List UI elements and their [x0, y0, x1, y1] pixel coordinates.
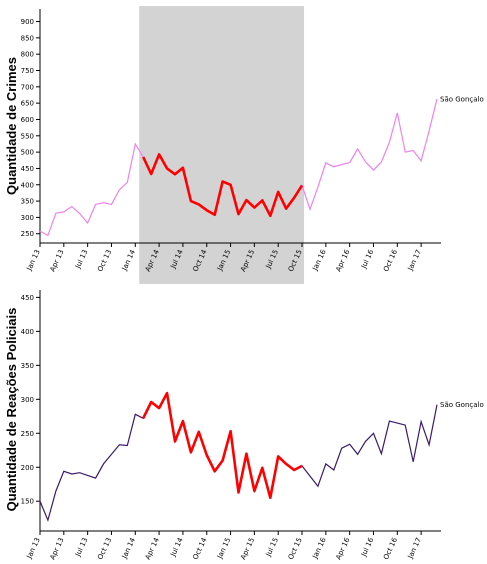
y-tick-label: 350 [21, 362, 34, 370]
y-axis-title: Quantidade de Reações Policiais [4, 308, 19, 512]
x-tick-label: Jul 16 [359, 248, 375, 271]
x-tick-label: Jan 15 [215, 536, 232, 560]
y-tick-label: 750 [21, 67, 34, 75]
x-tick-label: Oct 16 [382, 248, 399, 273]
highlighted-series-line [142, 391, 303, 500]
y-tick-label: 700 [21, 83, 34, 91]
series-label: São Gonçalo [440, 401, 484, 409]
x-tick-label: Apr 13 [49, 536, 66, 560]
x-tick-label: Jan 14 [120, 536, 137, 561]
x-tick-label: Jan 17 [406, 248, 423, 272]
x-tick-label: Oct 14 [191, 536, 208, 561]
series-label: São Gonçalo [440, 95, 484, 103]
y-tick-label: 400 [21, 181, 34, 189]
x-tick-label: Apr 16 [334, 536, 351, 561]
x-tick-label: Jul 15 [264, 536, 280, 558]
y-tick-label: 200 [21, 464, 34, 472]
x-tick-label: Jan 14 [120, 248, 137, 273]
y-tick-label: 850 [21, 34, 34, 42]
police-reactions-chart: 150 200 250 300 350 400 450 Jan 13 Apr 13 Jul 13 O… [4, 290, 484, 561]
x-tick-label: Jul 14 [169, 536, 185, 559]
y-tick-label: 450 [21, 294, 34, 302]
x-tick-label: Jul 16 [359, 536, 375, 559]
y-tick-label: 600 [21, 116, 34, 124]
y-tick-label: 550 [21, 132, 34, 140]
y-tick-label: 450 [21, 165, 34, 173]
y-tick-label: 800 [21, 51, 34, 59]
x-tick-label: Oct 13 [96, 536, 113, 560]
y-tick-label: 300 [21, 214, 34, 222]
y-axis-title: Quantidade de Crimes [4, 57, 19, 195]
highlight-period [139, 6, 305, 284]
x-tick-label: Jan 13 [25, 536, 42, 560]
crimes-chart: 250 300 350 400 450 500 550 600 650 700 750 800 850 9… [4, 6, 484, 284]
series-line [39, 391, 438, 523]
y-tick-label: 650 [21, 100, 34, 108]
x-tick-label: Jan 17 [406, 536, 423, 560]
y-tick-label: 400 [21, 328, 34, 336]
x-tick-label: Jul 13 [74, 248, 90, 270]
x-tick-label: Apr 14 [144, 536, 161, 561]
y-tick-label: 250 [21, 230, 34, 238]
x-tick-label: Oct 16 [382, 536, 399, 561]
y-tick-label: 150 [21, 498, 34, 506]
y-tick-label: 250 [21, 430, 34, 438]
highlighted-series-line [142, 153, 304, 218]
y-tick-label: 350 [21, 198, 34, 206]
x-tick-label: Apr 15 [239, 536, 256, 560]
x-tick-label: Apr 13 [49, 248, 66, 272]
y-tick-label: 300 [21, 396, 34, 404]
x-tick-label: Jul 13 [74, 536, 90, 558]
x-tick-label: Oct 15 [287, 536, 304, 560]
y-tick-label: 900 [21, 18, 34, 26]
x-tick-label: Jan 16 [311, 248, 328, 273]
x-tick-label: Jan 16 [311, 536, 328, 561]
x-tick-label: Apr 16 [334, 248, 351, 273]
x-tick-label: Jan 13 [25, 248, 42, 272]
x-tick-label: Oct 13 [96, 248, 113, 272]
y-tick-label: 500 [21, 149, 34, 157]
